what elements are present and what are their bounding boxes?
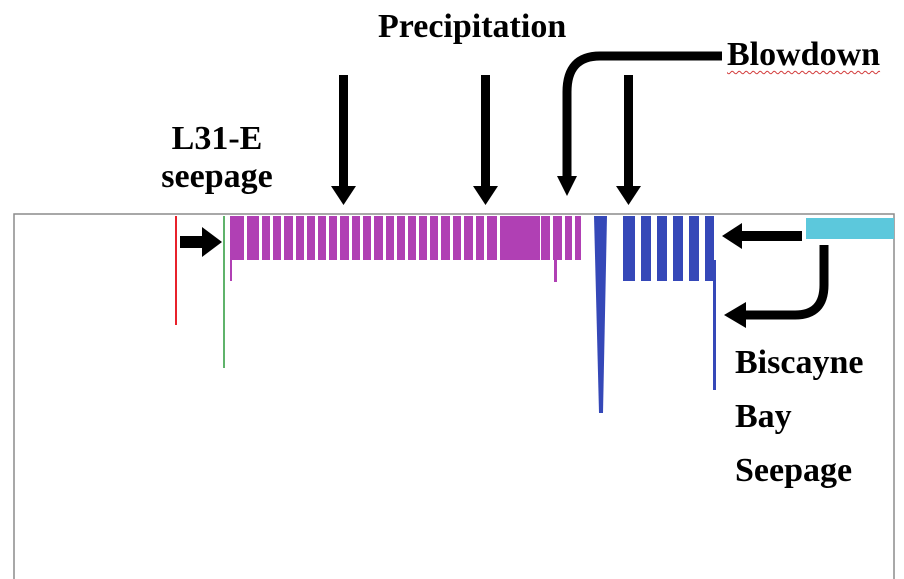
blowdown-down-arrow bbox=[616, 75, 641, 205]
precipitation-bar bbox=[340, 216, 349, 260]
precipitation-arrow-2 bbox=[473, 75, 498, 205]
precipitation-bar bbox=[575, 216, 581, 260]
biscayne-bay-block bbox=[806, 218, 894, 239]
biscayne-curved-arrow bbox=[724, 245, 829, 328]
precipitation-bar bbox=[553, 216, 562, 260]
precipitation-bar bbox=[500, 216, 540, 260]
domain-box bbox=[13, 213, 895, 579]
precipitation-bar bbox=[363, 216, 371, 260]
precipitation-bar bbox=[352, 216, 360, 260]
biscayne-label-line1: Biscayne bbox=[735, 344, 864, 381]
blowdown-tail bbox=[713, 260, 716, 390]
precipitation-bars bbox=[230, 216, 581, 282]
precipitation-bar bbox=[284, 216, 293, 260]
biscayne-bay-seepage-label: Biscayne Bay Seepage bbox=[735, 336, 863, 498]
biscayne-label-line2: Bay bbox=[735, 398, 792, 435]
precipitation-bar bbox=[476, 216, 484, 260]
blowdown-bars bbox=[594, 216, 716, 413]
precipitation-bar bbox=[230, 216, 244, 260]
precipitation-bar bbox=[318, 216, 326, 260]
precipitation-bar bbox=[408, 216, 416, 260]
precipitation-bar bbox=[397, 216, 405, 260]
blowdown-bar bbox=[705, 216, 714, 281]
biscayne-left-arrow-top bbox=[722, 223, 802, 249]
blowdown-spike bbox=[594, 216, 607, 413]
precipitation-bar bbox=[262, 216, 270, 260]
precipitation-bar bbox=[430, 216, 438, 260]
precipitation-bar bbox=[386, 216, 394, 260]
precipitation-tail bbox=[230, 255, 232, 281]
precipitation-bar bbox=[374, 216, 383, 260]
blowdown-bar bbox=[623, 216, 635, 281]
l31e-label-line1: L31-E bbox=[171, 120, 263, 157]
l31e-right-arrow bbox=[180, 227, 222, 257]
biscayne-label-line3: Seepage bbox=[735, 452, 853, 489]
precipitation-arrow-1 bbox=[331, 75, 356, 205]
precipitation-bar bbox=[487, 216, 497, 260]
precipitation-bar bbox=[464, 216, 473, 260]
blowdown-bar bbox=[657, 216, 667, 281]
precipitation-bar bbox=[307, 216, 315, 260]
blowdown-bar bbox=[689, 216, 699, 281]
blowdown-bar bbox=[673, 216, 683, 281]
blowdown-bar bbox=[641, 216, 651, 281]
precipitation-bar bbox=[541, 216, 550, 260]
precipitation-bar bbox=[441, 216, 450, 260]
blowdown-label: Blowdown bbox=[727, 36, 881, 73]
blowdown-curved-arrow bbox=[557, 51, 722, 196]
precipitation-tail bbox=[554, 255, 557, 282]
l31e-label-line2: seepage bbox=[161, 158, 273, 195]
precipitation-bar bbox=[419, 216, 427, 260]
precipitation-label: Precipitation bbox=[378, 8, 567, 45]
precipitation-bar bbox=[247, 216, 259, 260]
precipitation-bar bbox=[296, 216, 304, 260]
precipitation-bar bbox=[565, 216, 572, 260]
l31e-seepage-label: L31-E seepage bbox=[152, 120, 282, 196]
precipitation-bar bbox=[273, 216, 281, 260]
precipitation-bar bbox=[453, 216, 461, 260]
precipitation-bar bbox=[329, 216, 337, 260]
